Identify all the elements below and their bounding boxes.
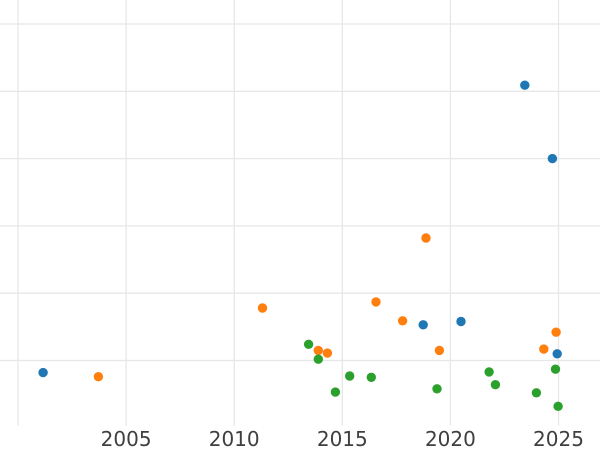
data-point-series-green xyxy=(303,339,314,349)
data-point-series-green xyxy=(553,401,563,411)
data-point-series-green xyxy=(550,364,561,374)
data-point-series-orange xyxy=(371,297,381,307)
data-point-series-green xyxy=(432,384,442,394)
data-point-series-green xyxy=(484,367,494,377)
data-point-series-orange xyxy=(551,327,561,337)
data-point-series-orange xyxy=(421,233,431,243)
data-point-series-orange xyxy=(322,348,333,358)
data-point-series-blue xyxy=(38,367,48,378)
x-tick-label: 2010 xyxy=(209,427,260,450)
data-point-series-green xyxy=(366,372,376,382)
data-point-series-orange xyxy=(397,316,408,326)
x-tick-label: 2005 xyxy=(101,427,152,450)
data-point-series-orange xyxy=(434,345,445,356)
data-point-series-blue xyxy=(552,349,562,359)
data-point-series-blue xyxy=(456,316,466,327)
data-point-series-green xyxy=(490,380,501,390)
data-point-series-green xyxy=(313,354,323,364)
data-point-series-orange xyxy=(93,372,104,382)
data-points xyxy=(38,80,563,411)
x-tick-label: 2015 xyxy=(317,427,368,450)
data-point-series-green xyxy=(345,371,355,381)
data-point-series-blue xyxy=(520,80,530,90)
data-point-series-green xyxy=(531,388,542,398)
data-point-series-blue xyxy=(547,153,558,164)
gridlines xyxy=(0,0,600,426)
data-point-series-orange xyxy=(257,303,268,313)
data-point-series-orange xyxy=(313,345,323,356)
data-point-series-orange xyxy=(539,344,549,354)
data-point-series-blue xyxy=(418,320,428,330)
data-point-series-green xyxy=(330,387,341,397)
x-tick-label: 2020 xyxy=(425,427,476,450)
x-tick-label: 2025 xyxy=(533,427,584,450)
x-axis-tick-labels: 2005 2010 2015 2020 2025 xyxy=(101,427,584,450)
